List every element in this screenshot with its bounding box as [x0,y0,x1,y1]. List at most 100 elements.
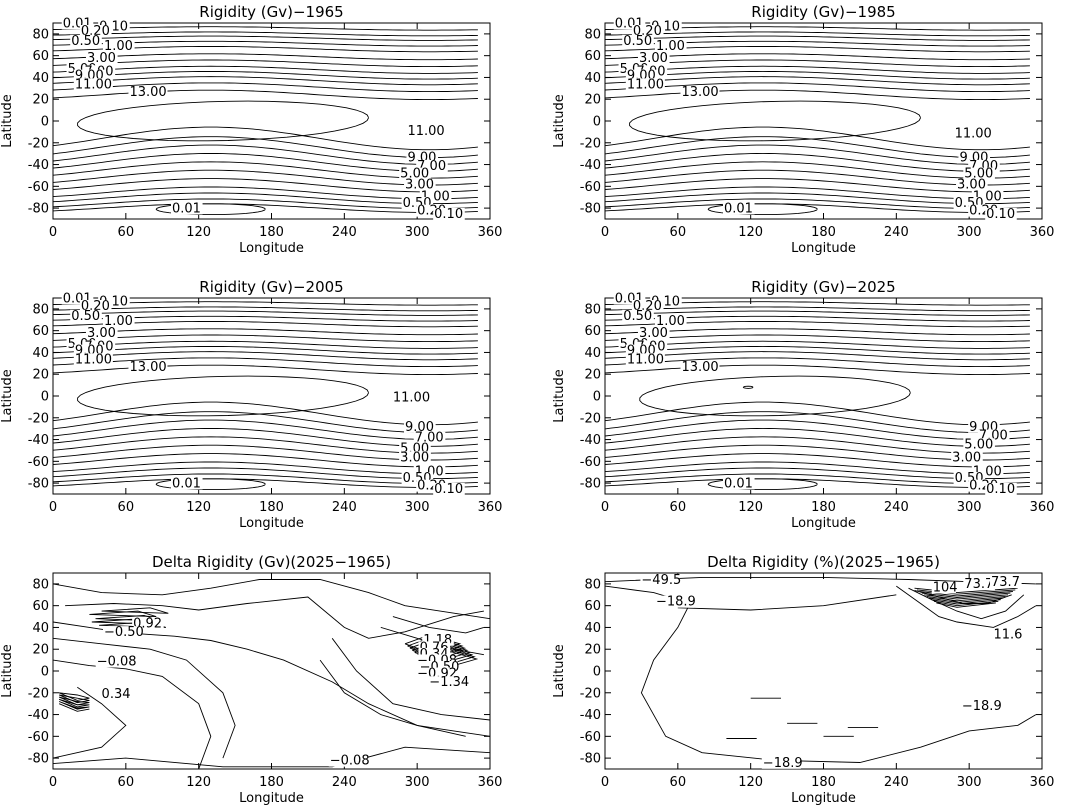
rigidity-contour [605,152,1030,172]
y-tick-label: 80 [32,302,49,317]
rigidity-contour [605,59,1030,68]
y-tick-label: -80 [580,477,601,492]
chart-title: Delta Rigidity (Gv)(2025−1965) [152,553,391,571]
rigidity-contour [605,364,1030,376]
y-tick-label: 60 [584,599,601,614]
contour-label-bg [428,676,468,689]
contour-label: −0.50 [104,625,144,640]
y-tick-label: 0 [593,665,601,680]
rigidity-contour [605,357,1030,368]
rigidity-contour [53,203,478,213]
rigidity-contour [605,340,1030,349]
contour-label-bg [654,595,694,608]
chart-panel: Delta Rigidity (%)(2025−1965) 0 60 120 180 24… [552,553,1054,806]
contour-label: 11.00 [955,126,992,141]
contour-label-bg [625,78,665,91]
contour-label: 3.00 [952,450,981,465]
rigidity-contour [53,351,478,361]
delta-contour-small [58,701,90,710]
contour-label-bg [404,178,436,191]
rigidity-contour [605,178,1030,193]
contour-label-bg [413,431,446,444]
contour-label: 3.00 [405,178,434,193]
contour-label-bg [128,360,168,373]
y-tick-label: -80 [28,477,49,492]
rigidity-contour [605,35,1030,41]
x-axis-label: Longitude [239,791,304,806]
x-tick-label: 120 [186,225,211,240]
contour-label: 3.00 [957,178,986,193]
y-tick-label: -20 [580,411,601,426]
y-tick-label: -80 [28,752,49,767]
rigidity-contour-min [707,203,818,216]
delta-pct-contour-dense [921,592,1011,598]
contour-label-bg [960,700,1000,713]
contour-label-bg [722,477,755,490]
delta-pct-contour-dense [914,587,1018,594]
rigidity-contour [53,70,478,80]
contour-label: 3.00 [87,326,116,341]
y-tick-label: 80 [584,577,601,592]
rigidity-contour-max [77,100,370,142]
contour-label: 0.50 [71,309,100,324]
x-tick-label: 60 [670,500,687,515]
y-tick-label: 60 [32,324,49,339]
x-tick-label: 0 [601,500,609,515]
rigidity-contour-max [639,375,911,417]
delta-contour [53,746,490,768]
rigidity-contour [53,419,478,440]
delta-contour-small [58,698,90,708]
x-tick-label: 360 [1030,500,1055,515]
contour-label-bg [79,299,112,312]
y-tick-label: -60 [28,180,49,195]
contour-label: 13.00 [681,85,718,100]
contour-label: 3.00 [87,51,116,66]
delta-pct-contour-dense [936,602,996,608]
contour-label: 0.10 [986,207,1015,222]
x-tick-label: 0 [49,500,57,515]
delta-contour [392,616,485,634]
rigidity-contour [53,59,478,68]
y-tick-label: -60 [28,730,49,745]
contour-label: 7.00 [415,431,444,446]
y-axis-label: Latitude [0,94,15,148]
contour-label: 11.00 [393,390,430,405]
contour-label: 0.10 [434,207,463,222]
rigidity-contour [53,357,478,368]
y-axis-label: Latitude [0,644,15,698]
y-tick-label: 0 [593,115,601,130]
x-tick-label: 60 [670,225,687,240]
contour-label: 0.01 [724,201,753,216]
chart-title: Rigidity (Gv)−2005 [199,278,343,296]
x-tick-label: 180 [259,225,284,240]
y-tick-label: 80 [584,302,601,317]
y-tick-label: -40 [28,158,49,173]
contour-label-bg [73,353,113,366]
y-tick-label: 40 [32,346,49,361]
contour-label-bg [95,655,135,668]
rigidity-contour-min [155,203,266,216]
rigidity-contour [605,310,1030,316]
x-tick-label: 240 [884,225,909,240]
contour-label-bg [951,451,983,464]
contour-label-bg [73,78,113,91]
delta-pct-contour-dense [924,594,1009,600]
contour-label-bg [992,628,1025,641]
rigidity-contour [53,364,478,376]
x-tick-label: 120 [738,225,763,240]
x-tick-label: 360 [1030,775,1055,790]
contour-label-bg [170,477,203,490]
delta-contour-small [58,696,90,706]
y-tick-label: 20 [584,93,601,108]
y-axis-label: Latitude [552,644,567,698]
y-tick-label: 80 [32,577,49,592]
contour-label-bg [640,573,680,586]
rigidity-contour [605,203,1030,213]
x-tick-label: 240 [884,775,909,790]
rigidity-contour [605,70,1030,80]
y-tick-label: 20 [32,93,49,108]
contour-label-bg [399,167,431,180]
x-tick-label: 300 [957,225,982,240]
y-tick-label: 20 [584,368,601,383]
rigidity-contour [53,82,478,93]
